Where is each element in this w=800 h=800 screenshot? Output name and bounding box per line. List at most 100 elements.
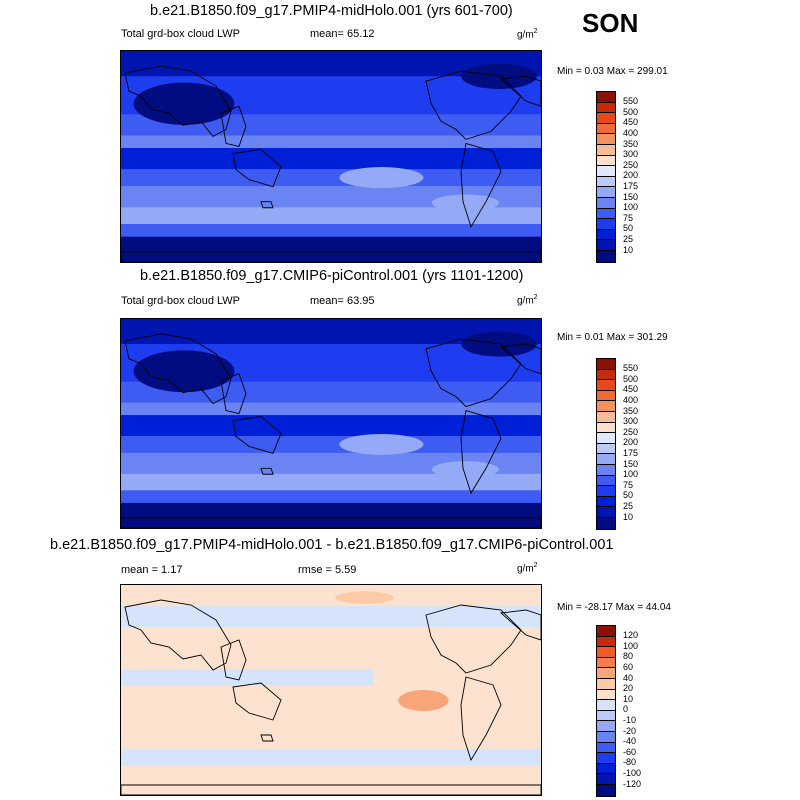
colorbar-box [597,229,615,241]
colorbar-box [597,784,615,796]
panel-1-mean: mean= 65.12 [310,28,375,40]
panel-1-units: g/m2 [517,28,538,41]
colorbar-tick-label: 200 [623,437,639,448]
colorbar-box [597,219,615,230]
panel-2-mean: mean= 63.95 [310,295,375,307]
panel-1-variable-label: Total grd-box cloud LWP [121,28,241,40]
colorbar-box [597,411,615,423]
colorbar-box [597,208,615,220]
colorbar-tick-label: 120 [623,630,639,641]
panel-1-minmax: Min = 0.03 Max = 299.01 [557,66,668,77]
colorbar-tick-label: 10 [623,511,634,522]
colorbar-tick-label: 550 [623,363,639,374]
colorbar-box [597,102,615,114]
panel-2-units: g/m2 [517,294,538,307]
panel-2-field [121,319,541,528]
panel-2-map [120,318,542,529]
panel-1-title: b.e21.B1850.f09_g17.PMIP4-midHolo.001 (y… [150,3,513,19]
panel-2-variable-label: Total grd-box cloud LWP [121,295,241,307]
colorbar-box [597,626,615,637]
panel-1-map [120,50,542,263]
colorbar-box [597,240,615,251]
colorbar-tick-label: -120 [623,778,642,789]
colorbar-box [597,657,615,669]
colorbar-tick-label: 25 [623,500,634,511]
colorbar-box [597,144,615,156]
colorbar-box [597,113,615,124]
colorbar-tick-label: 50 [623,490,634,501]
colorbar-box [597,369,615,381]
colorbar-box [597,155,615,167]
colorbar-tick-label: 75 [623,479,634,490]
colorbar-tick-label: 100 [623,469,639,480]
panel-3-title: b.e21.B1850.f09_g17.PMIP4-midHolo.001 - … [50,537,614,553]
colorbar-tick-label: 10 [623,244,634,255]
colorbar-box [597,197,615,209]
colorbar-box [597,507,615,518]
colorbar-tick-label: 100 [623,202,639,213]
colorbar-box [597,443,615,455]
colorbar-box [597,721,615,732]
colorbar-tick-label: 40 [623,672,634,683]
colorbar-box [597,454,615,465]
colorbar-tick-label: 550 [623,96,639,107]
colorbar-tick-label: 150 [623,458,639,469]
colorbar-box [597,475,615,487]
colorbar-box [597,176,615,188]
colorbar-tick-label: 200 [623,170,639,181]
colorbar-tick-label: 75 [623,212,634,223]
colorbar-box [597,464,615,476]
colorbar-box [597,134,615,145]
colorbar-box [597,742,615,754]
panel-3-rmse: rmse = 5.59 [298,564,357,576]
colorbar-box [597,731,615,743]
colorbar-tick-label: 350 [623,138,639,149]
colorbar-tick-label: -80 [623,757,637,768]
panel-3-minmax: Min = -28.17 Max = 44.04 [557,602,671,613]
colorbar-tick-label: 20 [623,683,634,694]
panel-3-field [121,585,541,795]
colorbar-tick-label: 450 [623,384,639,395]
colorbar-tick-label: -60 [623,746,637,757]
panel-3-map [120,584,542,796]
colorbar-tick-label: 50 [623,223,634,234]
colorbar-tick-label: 500 [623,106,639,117]
colorbar-tick-label: -10 [623,714,637,725]
colorbar-tick-label: 450 [623,117,639,128]
colorbar-box [597,517,615,529]
colorbar-tick-label: 350 [623,405,639,416]
colorbar-box [597,678,615,690]
panel-3-mean: mean = 1.17 [121,564,183,576]
colorbar-box [597,401,615,412]
colorbar-box [597,689,615,701]
colorbar-box [597,166,615,177]
panel-3-units: g/m2 [517,562,538,575]
colorbar-box [597,433,615,444]
colorbar-tick-label: 250 [623,159,639,170]
colorbar-box [597,92,615,103]
colorbar-box [597,647,615,658]
panel-3-colorbar [596,625,616,797]
colorbar-box [597,496,615,508]
colorbar-box [597,710,615,722]
colorbar-box [597,359,615,370]
colorbar-tick-label: 60 [623,661,634,672]
colorbar-tick-label: 100 [623,640,639,651]
colorbar-tick-label: 175 [623,180,639,191]
colorbar-box [597,187,615,198]
colorbar-tick-label: 80 [623,651,634,662]
panel-2-title: b.e21.B1850.f09_g17.CMIP6-piControl.001 … [140,268,524,284]
colorbar-box [597,422,615,434]
colorbar-tick-label: -40 [623,736,637,747]
colorbar-tick-label: 175 [623,447,639,458]
colorbar-box [597,700,615,711]
colorbar-tick-label: -20 [623,725,637,736]
colorbar-box [597,250,615,262]
colorbar-tick-label: -100 [623,767,642,778]
colorbar-tick-label: 400 [623,394,639,405]
colorbar-tick-label: 250 [623,426,639,437]
colorbar-box [597,123,615,135]
colorbar-tick-label: 10 [623,693,634,704]
colorbar-tick-label: 25 [623,233,634,244]
panel-1-colorbar [596,91,616,263]
